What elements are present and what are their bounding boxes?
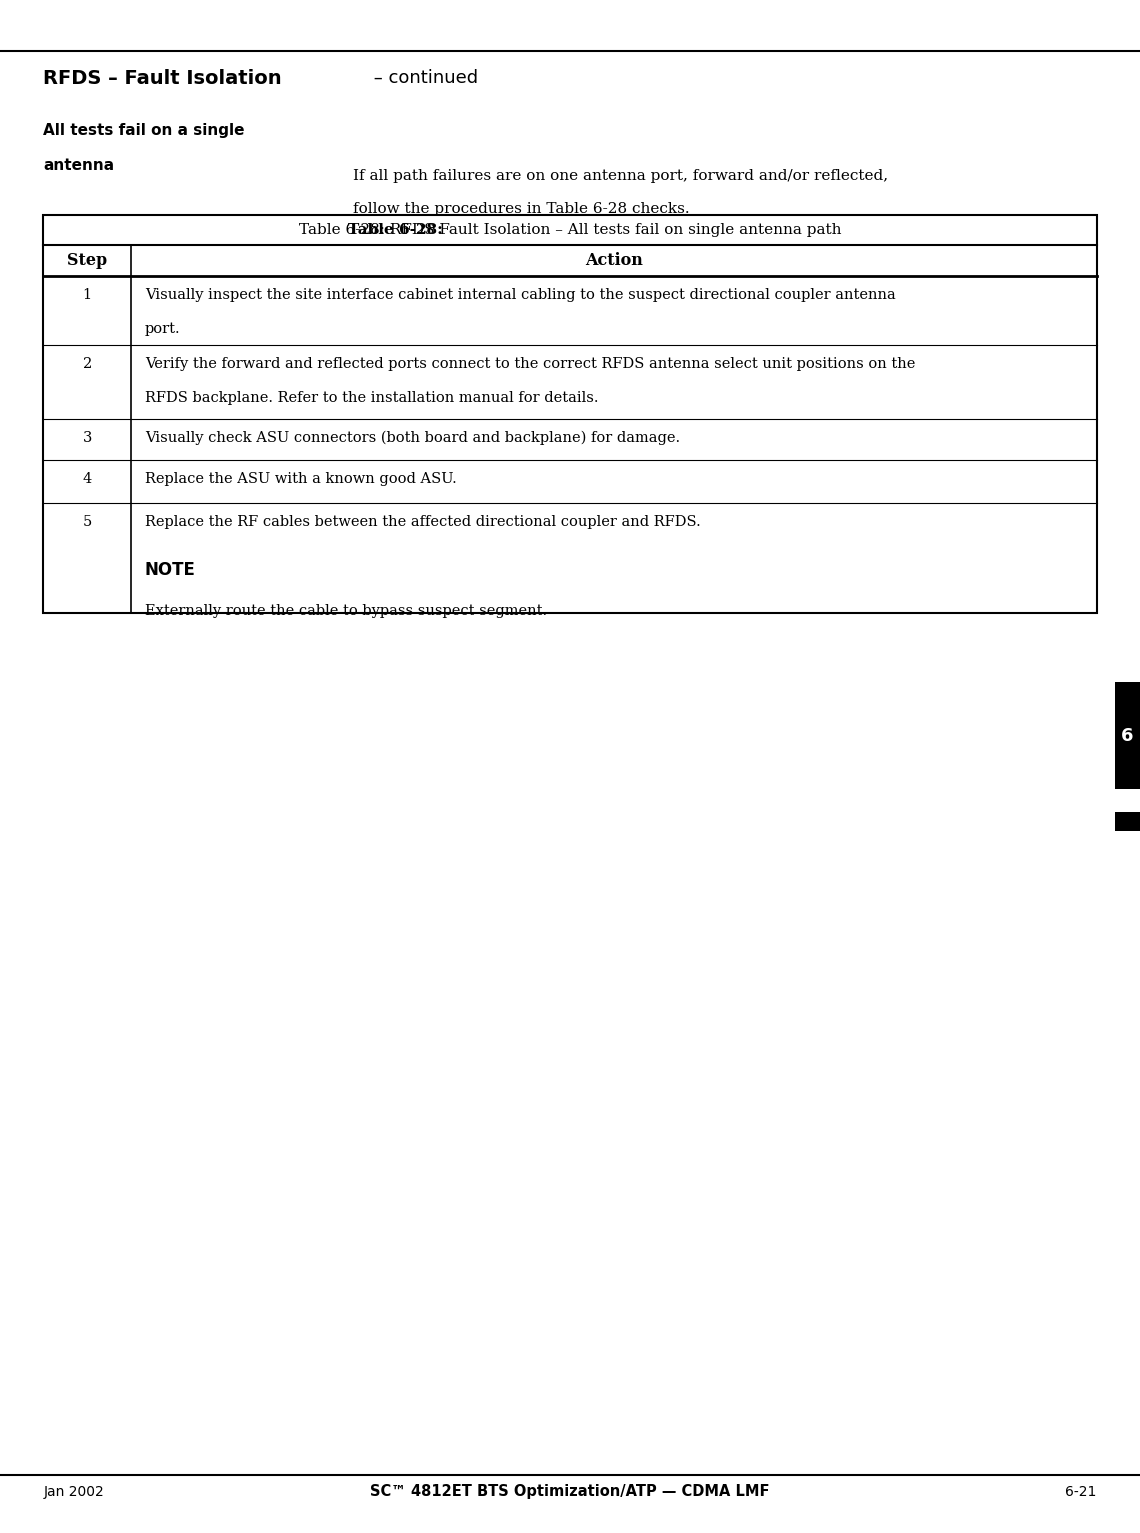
Text: 2: 2 [82,357,92,371]
Text: antenna: antenna [43,158,114,173]
Text: Verify the forward and reflected ports connect to the correct RFDS antenna selec: Verify the forward and reflected ports c… [145,357,915,371]
Text: NOTE: NOTE [145,561,196,579]
Text: RFDS backplane. Refer to the installation manual for details.: RFDS backplane. Refer to the installatio… [145,391,598,405]
Text: Visually inspect the site interface cabinet internal cabling to the suspect dire: Visually inspect the site interface cabi… [145,288,896,302]
Text: Externally route the cable to bypass suspect segment.: Externally route the cable to bypass sus… [145,604,547,618]
Text: 6-21: 6-21 [1065,1485,1097,1499]
Text: 3: 3 [82,431,92,445]
Text: If all path failures are on one antenna port, forward and/or reflected,: If all path failures are on one antenna … [353,169,888,182]
Bar [1115,812,1140,831]
Text: Action: Action [585,251,643,270]
Text: Visually check ASU connectors (both board and backplane) for damage.: Visually check ASU connectors (both boar… [145,431,679,445]
Text: Replace the ASU with a known good ASU.: Replace the ASU with a known good ASU. [145,472,456,486]
Text: Jan 2002: Jan 2002 [43,1485,104,1499]
Text: 6: 6 [1122,727,1133,745]
Text: Table 6-28: RFDS Fault Isolation – All tests fail on single antenna path: Table 6-28: RFDS Fault Isolation – All t… [299,222,841,238]
Bar [1115,682,1140,789]
Text: SC™ 4812ET BTS Optimization/ATP — CDMA LMF: SC™ 4812ET BTS Optimization/ATP — CDMA L… [370,1484,770,1499]
Text: 4: 4 [82,472,92,486]
Text: 5: 5 [82,515,92,529]
Text: 1: 1 [82,288,92,302]
Text: RFDS – Fault Isolation: RFDS – Fault Isolation [43,69,282,87]
Text: follow the procedures in Table 6-28 checks.: follow the procedures in Table 6-28 chec… [353,202,690,216]
Text: Table 6-28:: Table 6-28: [348,222,442,238]
Text: Replace the RF cables between the affected directional coupler and RFDS.: Replace the RF cables between the affect… [145,515,700,529]
Text: Step: Step [67,251,107,270]
Text: All tests fail on a single: All tests fail on a single [43,123,245,138]
Bar [43,215,1097,613]
Text: – continued: – continued [368,69,479,87]
Text: port.: port. [145,322,180,336]
